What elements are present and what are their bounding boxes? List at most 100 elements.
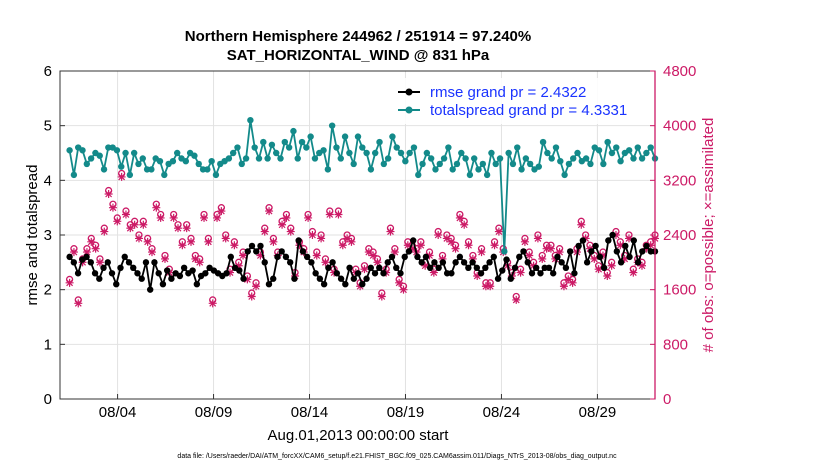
obs-assimilated-point — [581, 234, 590, 243]
series-point — [486, 259, 493, 266]
series-point — [255, 155, 263, 162]
series-point — [83, 253, 90, 261]
series-point — [436, 160, 443, 168]
footnote: data file: /Users/raeder/DAI/ATM_forcXX/… — [177, 453, 617, 460]
series-point — [539, 138, 547, 146]
series-point — [135, 160, 142, 168]
series-point — [169, 158, 177, 165]
obs-assimilated-point — [542, 244, 551, 253]
obs-assimilated-point — [364, 248, 373, 257]
series-point — [418, 259, 425, 266]
series-point — [496, 155, 504, 162]
series-point — [281, 138, 289, 146]
obs-assimilated-point — [200, 213, 209, 222]
series-point — [193, 281, 201, 288]
obs-assimilated-point — [282, 213, 291, 222]
series-point — [159, 281, 167, 288]
series-point — [139, 155, 146, 162]
y-tick-label-right: 0 — [663, 391, 671, 408]
series-point — [87, 155, 95, 162]
series-point — [308, 259, 315, 266]
obs-assimilated-point — [460, 220, 469, 229]
obs-assimilated-point — [321, 258, 330, 267]
series-point — [229, 149, 237, 157]
series-point — [108, 270, 116, 277]
series-point — [458, 149, 465, 157]
series-point — [582, 155, 590, 162]
series-point — [208, 158, 215, 165]
obs-assimilated-point — [239, 251, 248, 260]
obs-assimilated-point — [286, 227, 295, 236]
series-point — [507, 275, 514, 282]
series-point — [384, 259, 391, 266]
series-layer — [65, 117, 659, 308]
series-point — [118, 163, 125, 170]
series-point — [384, 155, 392, 162]
series-point — [562, 264, 570, 271]
obs-assimilated-point — [464, 241, 473, 250]
series-point — [182, 158, 190, 165]
series-point — [273, 149, 280, 157]
obs-assimilated-point — [438, 254, 447, 263]
series-point — [432, 166, 439, 173]
y-tick-label-left: 4 — [44, 172, 52, 189]
series-point — [156, 158, 164, 165]
series-point — [388, 253, 396, 261]
chart-title-line1: Northern Hemisphere 244962 / 251914 = 97… — [185, 28, 531, 45]
series-point — [148, 166, 155, 173]
series-point — [410, 144, 418, 151]
series-point — [526, 160, 534, 168]
obs-assimilated-point — [520, 237, 529, 246]
series-point — [238, 160, 245, 168]
series-point — [87, 259, 95, 266]
obs-assimilated-point — [611, 231, 620, 239]
series-point — [74, 270, 82, 277]
series-point — [350, 160, 357, 168]
obs-assimilated-point — [559, 282, 568, 291]
series-point — [251, 144, 258, 151]
series-point — [566, 248, 574, 255]
series-point — [460, 259, 468, 266]
series-point — [260, 138, 267, 146]
obs-assimilated-point — [577, 220, 586, 229]
series-point — [626, 253, 633, 261]
series-point — [151, 259, 158, 266]
series-point — [225, 155, 233, 162]
series-point — [465, 264, 472, 271]
series-point — [583, 259, 591, 266]
series-point — [274, 253, 281, 261]
obs-assimilated-point — [486, 282, 495, 291]
series-point — [469, 259, 476, 266]
series-point — [516, 253, 523, 261]
y-tick-label-left: 5 — [44, 118, 52, 135]
obs-assimilated-point — [429, 268, 438, 277]
series-point — [270, 275, 277, 282]
obs-assimilated-point — [74, 299, 83, 308]
obs-assimilated-point — [624, 234, 633, 243]
obs-assimilated-point — [147, 248, 156, 257]
series-point — [346, 149, 353, 157]
series-point — [452, 259, 459, 266]
series-point — [414, 253, 421, 261]
obs-assimilated-point — [425, 251, 434, 260]
obs-assimilated-point — [516, 268, 525, 277]
series-point — [397, 149, 405, 157]
series-point — [359, 281, 366, 288]
series-point — [533, 264, 540, 271]
series-point — [359, 144, 366, 151]
series-point — [422, 253, 430, 261]
series-point — [320, 147, 327, 154]
series-point — [488, 149, 495, 157]
series-point — [316, 275, 324, 282]
series-point — [234, 144, 241, 151]
series-point — [554, 253, 561, 261]
x-tick-label: 08/29 — [579, 404, 617, 421]
x-axis-label: Aug.01,2013 00:00:00 start — [268, 427, 450, 444]
obs-assimilated-point — [594, 265, 603, 274]
series-point — [307, 133, 314, 140]
series-point — [448, 270, 455, 277]
y-tick-label-right: 4000 — [663, 118, 696, 135]
y-axis-label-left: rmse and totalspread — [24, 165, 41, 306]
series-point — [66, 253, 73, 261]
series-point — [622, 242, 629, 250]
